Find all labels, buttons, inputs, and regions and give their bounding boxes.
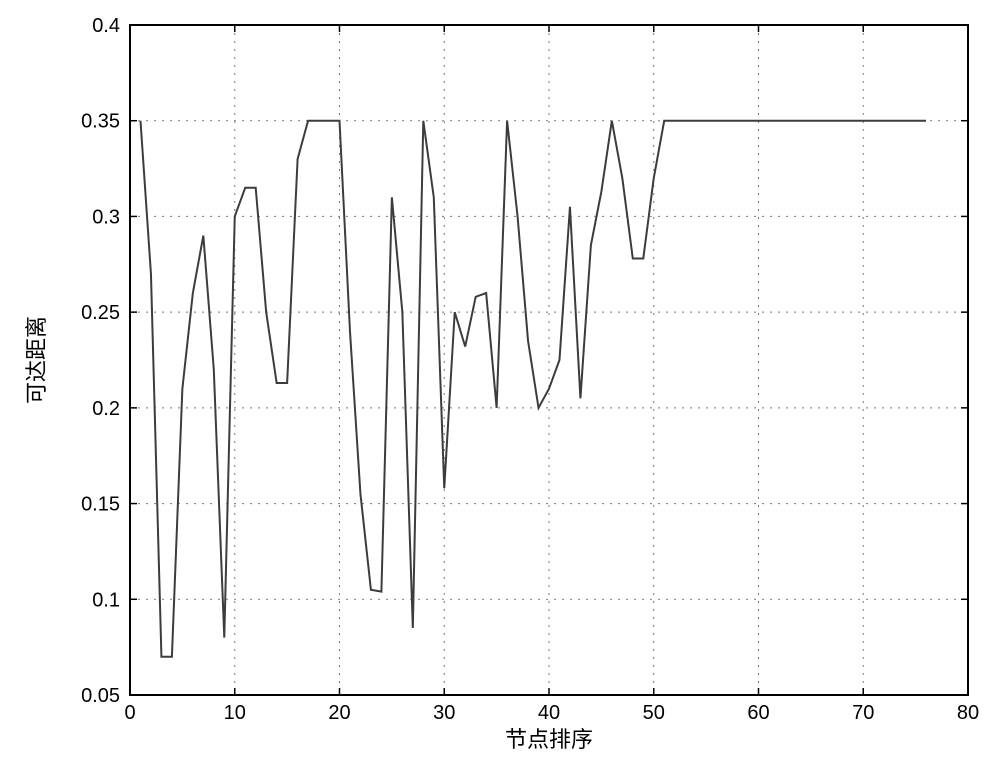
ytick-label: 0.2 <box>92 398 120 420</box>
ytick-label: 0.25 <box>81 302 120 324</box>
xtick-label: 30 <box>433 702 455 724</box>
ytick-label: 0.1 <box>92 589 120 611</box>
ytick-label: 0.4 <box>92 15 120 37</box>
xtick-label: 20 <box>328 702 350 724</box>
xtick-label: 70 <box>852 702 874 724</box>
ytick-label: 0.15 <box>81 494 120 516</box>
ytick-label: 0.35 <box>81 111 120 133</box>
ytick-label: 0.05 <box>81 685 120 707</box>
line-chart: 0 10 20 30 40 50 60 70 80 0.05 0.1 0.15 0.2 0.25 0.3 0.… <box>0 0 1000 766</box>
xtick-label: 10 <box>224 702 246 724</box>
x-axis-label: 节点排序 <box>505 727 593 752</box>
chart-svg: 0 10 20 30 40 50 60 70 80 0.05 0.1 0.15 0.2 0.25 0.3 0.… <box>0 0 1000 766</box>
xtick-label: 80 <box>957 702 979 724</box>
ytick-label: 0.3 <box>92 206 120 228</box>
xtick-label: 0 <box>124 702 135 724</box>
xtick-label: 40 <box>538 702 560 724</box>
y-axis-label: 可达距离 <box>24 316 49 404</box>
xtick-label: 50 <box>643 702 665 724</box>
chart-bg <box>0 0 1000 766</box>
xtick-label: 60 <box>747 702 769 724</box>
